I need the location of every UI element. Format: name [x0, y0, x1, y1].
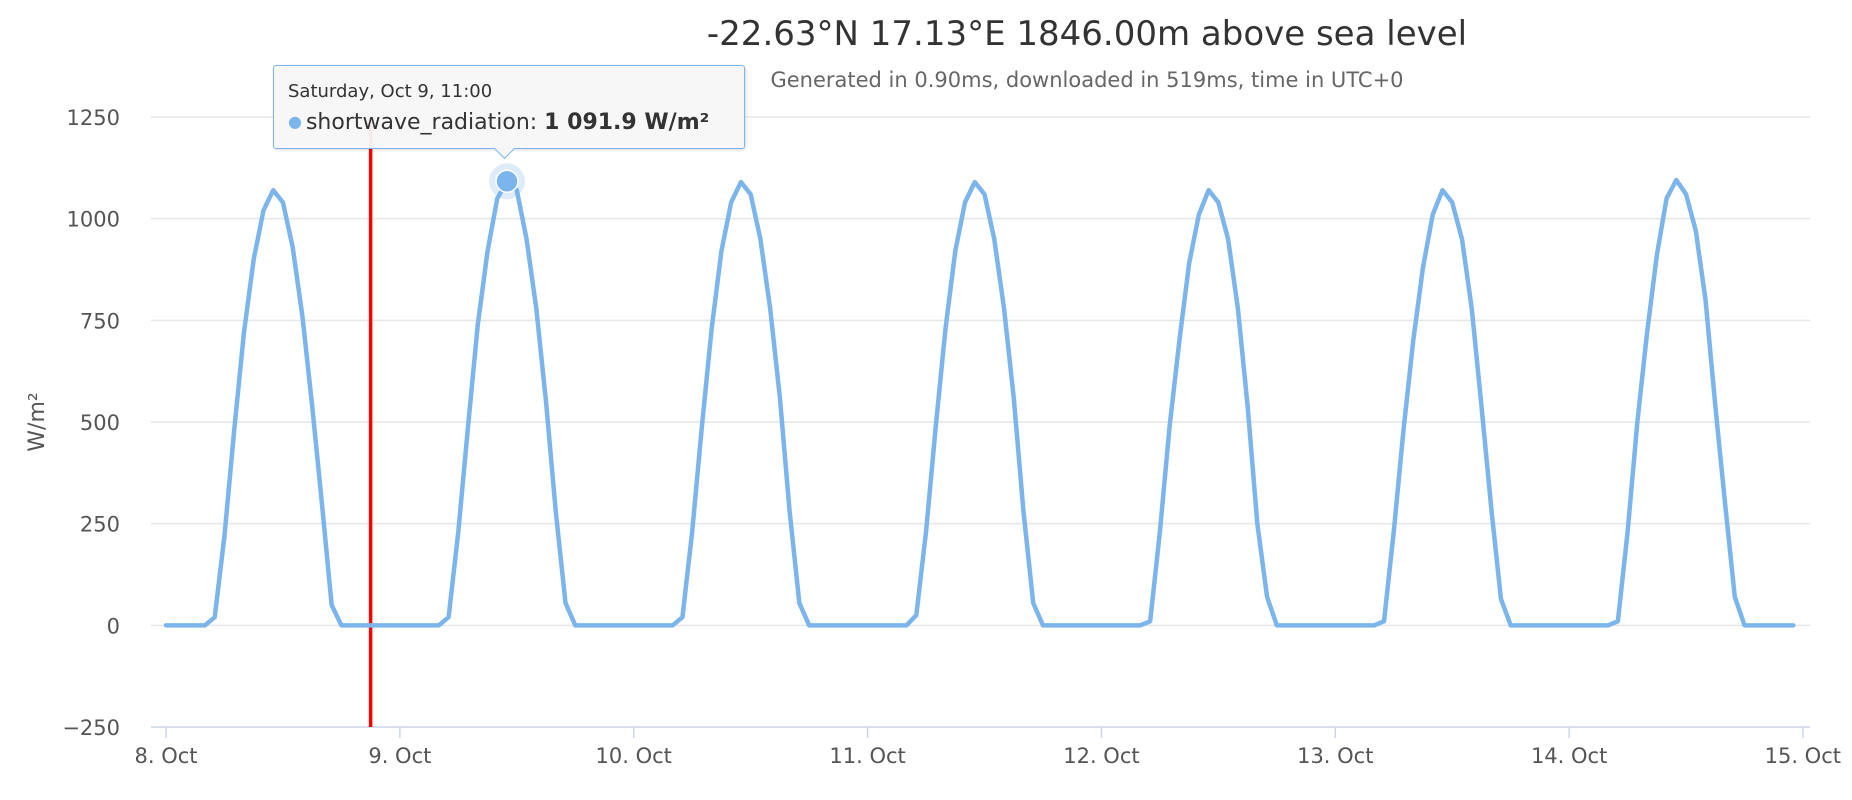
- x-tick-label: 9. Oct: [368, 744, 431, 768]
- tooltip: Saturday, Oct 9, 11:00 ● shortwave_radiat…: [273, 65, 745, 149]
- chart-title: -22.63°N 17.13°E 1846.00m above sea leve…: [707, 14, 1467, 54]
- y-tick-label: 250: [80, 513, 120, 537]
- x-tick-label: 12. Oct: [1063, 744, 1139, 768]
- y-tick-label: 1250: [67, 106, 120, 130]
- y-tick-label: 0: [107, 614, 120, 638]
- chart-subtitle: Generated in 0.90ms, downloaded in 519ms…: [770, 68, 1403, 92]
- x-tick-label: 11. Oct: [829, 744, 905, 768]
- x-axis-ticks: [165, 727, 1804, 738]
- y-tick-label: 500: [80, 411, 120, 435]
- x-tick-label: 10. Oct: [596, 744, 672, 768]
- gridlines: [151, 116, 1810, 627]
- y-axis-title: W/m²: [25, 392, 50, 451]
- x-tick-label: 8. Oct: [134, 744, 197, 768]
- y-tick-label: 750: [80, 309, 120, 333]
- x-tick-label: 15. Oct: [1765, 744, 1841, 768]
- tooltip-row: ● shortwave_radiation: 1 091.9 W/m²: [288, 106, 744, 139]
- hover-point[interactable]: [495, 169, 519, 194]
- series-line-shortwave-radiation[interactable]: [163, 177, 1796, 628]
- x-axis-tick-labels: 8. Oct 9. Oct 10. Oct 11. Oct 12. Oct 13. Oct…: [134, 744, 1841, 768]
- x-tick-label: 13. Oct: [1297, 744, 1373, 768]
- tooltip-header: Saturday, Oct 9, 11:00: [288, 81, 493, 102]
- tooltip-series-label: shortwave_radiation:: [305, 110, 545, 135]
- y-tick-label: −250: [62, 716, 120, 740]
- tooltip-value: 1 091.9 W/m²: [544, 110, 710, 135]
- y-axis-tick-labels: −250 0 250 500 750 1000 1250: [62, 106, 120, 740]
- series-dot-icon: ●: [288, 112, 302, 131]
- x-tick-label: 14. Oct: [1531, 744, 1607, 768]
- y-tick-label: 1000: [67, 208, 120, 232]
